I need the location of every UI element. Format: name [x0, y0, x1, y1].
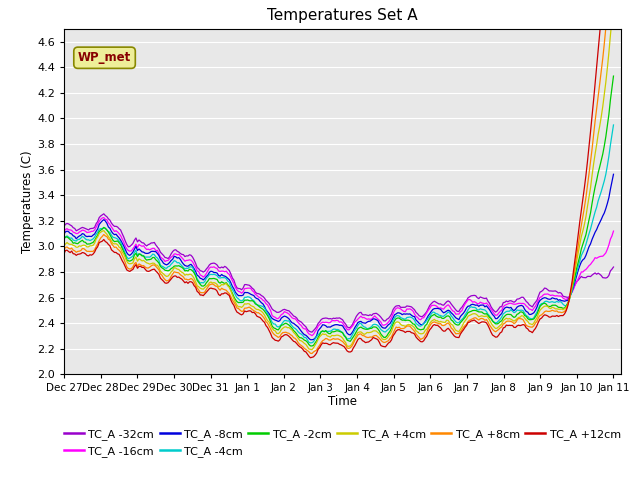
TC_A +4cm [308, 347, 316, 352]
TC_A -32cm [129, 240, 137, 246]
TC_A -32cm [308, 329, 316, 335]
TC_A +12cm [300, 348, 308, 354]
Line: TC_A +4cm: TC_A +4cm [64, 4, 614, 349]
TC_A -8cm [252, 295, 259, 300]
TC_A +12cm [243, 309, 250, 314]
TC_A +4cm [580, 222, 588, 228]
TC_A -2cm [60, 236, 68, 241]
Line: TC_A -8cm: TC_A -8cm [64, 174, 614, 340]
TC_A +8cm [300, 346, 308, 351]
Line: TC_A -2cm: TC_A -2cm [64, 76, 614, 346]
TC_A -4cm [127, 254, 135, 260]
TC_A +8cm [580, 204, 588, 210]
Line: TC_A -4cm: TC_A -4cm [64, 125, 614, 343]
TC_A -8cm [60, 231, 68, 237]
Line: TC_A -16cm: TC_A -16cm [64, 217, 614, 336]
X-axis label: Time: Time [328, 395, 357, 408]
TC_A +12cm [60, 251, 68, 256]
TC_A +4cm [224, 283, 232, 289]
Legend: TC_A -32cm, TC_A -16cm, TC_A -8cm, TC_A -4cm, TC_A -2cm, TC_A +4cm, TC_A +8cm, T: TC_A -32cm, TC_A -16cm, TC_A -8cm, TC_A … [60, 425, 625, 461]
TC_A -16cm [225, 272, 233, 277]
TC_A -8cm [308, 337, 316, 343]
TC_A +8cm [60, 247, 68, 252]
TC_A -32cm [244, 282, 252, 288]
TC_A -4cm [580, 246, 588, 252]
TC_A -4cm [60, 236, 68, 242]
TC_A -16cm [60, 229, 68, 235]
Line: TC_A +12cm: TC_A +12cm [64, 0, 614, 358]
TC_A -2cm [300, 337, 308, 343]
TC_A -4cm [307, 340, 314, 346]
TC_A -4cm [610, 122, 618, 128]
TC_A -2cm [127, 258, 135, 264]
TC_A -8cm [580, 256, 588, 262]
TC_A -32cm [225, 268, 233, 274]
TC_A +12cm [307, 355, 314, 360]
Line: TC_A +8cm: TC_A +8cm [64, 0, 614, 353]
TC_A -2cm [580, 237, 588, 243]
TC_A -8cm [243, 290, 250, 296]
TC_A -32cm [582, 275, 590, 281]
TC_A +12cm [252, 311, 259, 317]
TC_A -2cm [610, 73, 618, 79]
TC_A -32cm [253, 290, 260, 296]
TC_A +8cm [127, 266, 135, 272]
TC_A +4cm [127, 261, 135, 266]
TC_A +12cm [127, 267, 135, 273]
TC_A -2cm [308, 343, 316, 349]
TC_A -32cm [60, 224, 68, 229]
TC_A -2cm [243, 297, 250, 303]
TC_A +4cm [243, 301, 250, 307]
TC_A +4cm [300, 340, 308, 346]
TC_A -16cm [302, 326, 310, 332]
Y-axis label: Temperatures (C): Temperatures (C) [21, 150, 35, 253]
TC_A +8cm [224, 289, 232, 295]
TC_A -16cm [253, 292, 260, 298]
TC_A -16cm [308, 333, 316, 338]
Title: Temperatures Set A: Temperatures Set A [267, 9, 418, 24]
TC_A -16cm [244, 285, 252, 291]
TC_A +12cm [224, 291, 232, 297]
TC_A -8cm [300, 332, 308, 337]
TC_A -16cm [129, 246, 137, 252]
TC_A -32cm [610, 264, 618, 270]
TC_A +4cm [60, 243, 68, 249]
TC_A +8cm [252, 309, 259, 314]
Line: TC_A -32cm: TC_A -32cm [64, 214, 614, 332]
TC_A -16cm [100, 215, 108, 220]
TC_A -2cm [252, 301, 259, 307]
TC_A +12cm [580, 185, 588, 191]
TC_A -4cm [243, 294, 250, 300]
TC_A +8cm [243, 305, 250, 311]
TC_A -4cm [224, 278, 232, 284]
TC_A +8cm [308, 350, 316, 356]
TC_A -32cm [100, 211, 108, 216]
Text: WP_met: WP_met [78, 51, 131, 64]
TC_A -8cm [127, 251, 135, 257]
TC_A -32cm [302, 324, 310, 330]
TC_A +4cm [610, 1, 618, 7]
TC_A -4cm [300, 335, 308, 340]
TC_A -2cm [224, 282, 232, 288]
TC_A -16cm [582, 266, 590, 272]
TC_A -4cm [252, 300, 259, 306]
TC_A -8cm [224, 276, 232, 281]
TC_A -16cm [610, 228, 618, 234]
TC_A +4cm [252, 306, 259, 312]
TC_A -8cm [610, 171, 618, 177]
